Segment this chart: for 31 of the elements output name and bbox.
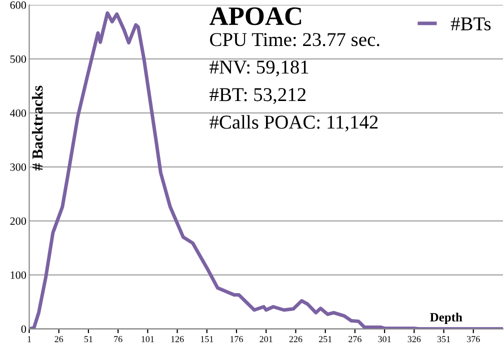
y-tick-label: 600	[10, 1, 26, 9]
y-tick-label: 0	[21, 325, 26, 333]
y-tick-label: 200	[10, 217, 26, 225]
y-tick-label: 300	[10, 163, 26, 171]
x-tick-label: 376	[467, 336, 480, 342]
y-tick-label: 500	[10, 55, 26, 63]
x-tick-label: 51	[84, 336, 92, 342]
annotation: #BT: 53,212	[210, 88, 306, 104]
annotation: CPU Time: 23.77 sec.	[210, 33, 380, 46]
x-tick-label: 301	[378, 336, 391, 342]
x-tick-label: 151	[200, 336, 214, 342]
x-tick-label: 76	[114, 336, 122, 342]
x-tick-label: 351	[437, 336, 450, 342]
x-axis-title: Depth	[430, 312, 462, 324]
annotation: #Calls POAC: 11,142	[210, 115, 378, 132]
x-tick-label: 251	[318, 336, 332, 342]
x-tick-label: 126	[171, 336, 184, 342]
y-tick-label: 100	[10, 271, 26, 279]
x-tick-label: 326	[408, 336, 421, 342]
y-axis-title: # Backtracks	[32, 86, 43, 170]
x-tick-label: 26	[54, 336, 64, 342]
x-tick-label: 226	[289, 336, 302, 342]
y-tick-label: 400	[10, 109, 26, 117]
x-tick-label: 1	[28, 336, 31, 342]
x-tick-label: 101	[142, 336, 154, 342]
x-tick-label: 176	[230, 336, 244, 342]
chart-title: APOAC	[210, 7, 302, 26]
x-tick-label: 201	[260, 336, 272, 342]
x-tick-label: 276	[348, 336, 362, 342]
legend-label: #BTs	[450, 17, 491, 30]
annotation: #NV: 59,181	[210, 60, 308, 76]
